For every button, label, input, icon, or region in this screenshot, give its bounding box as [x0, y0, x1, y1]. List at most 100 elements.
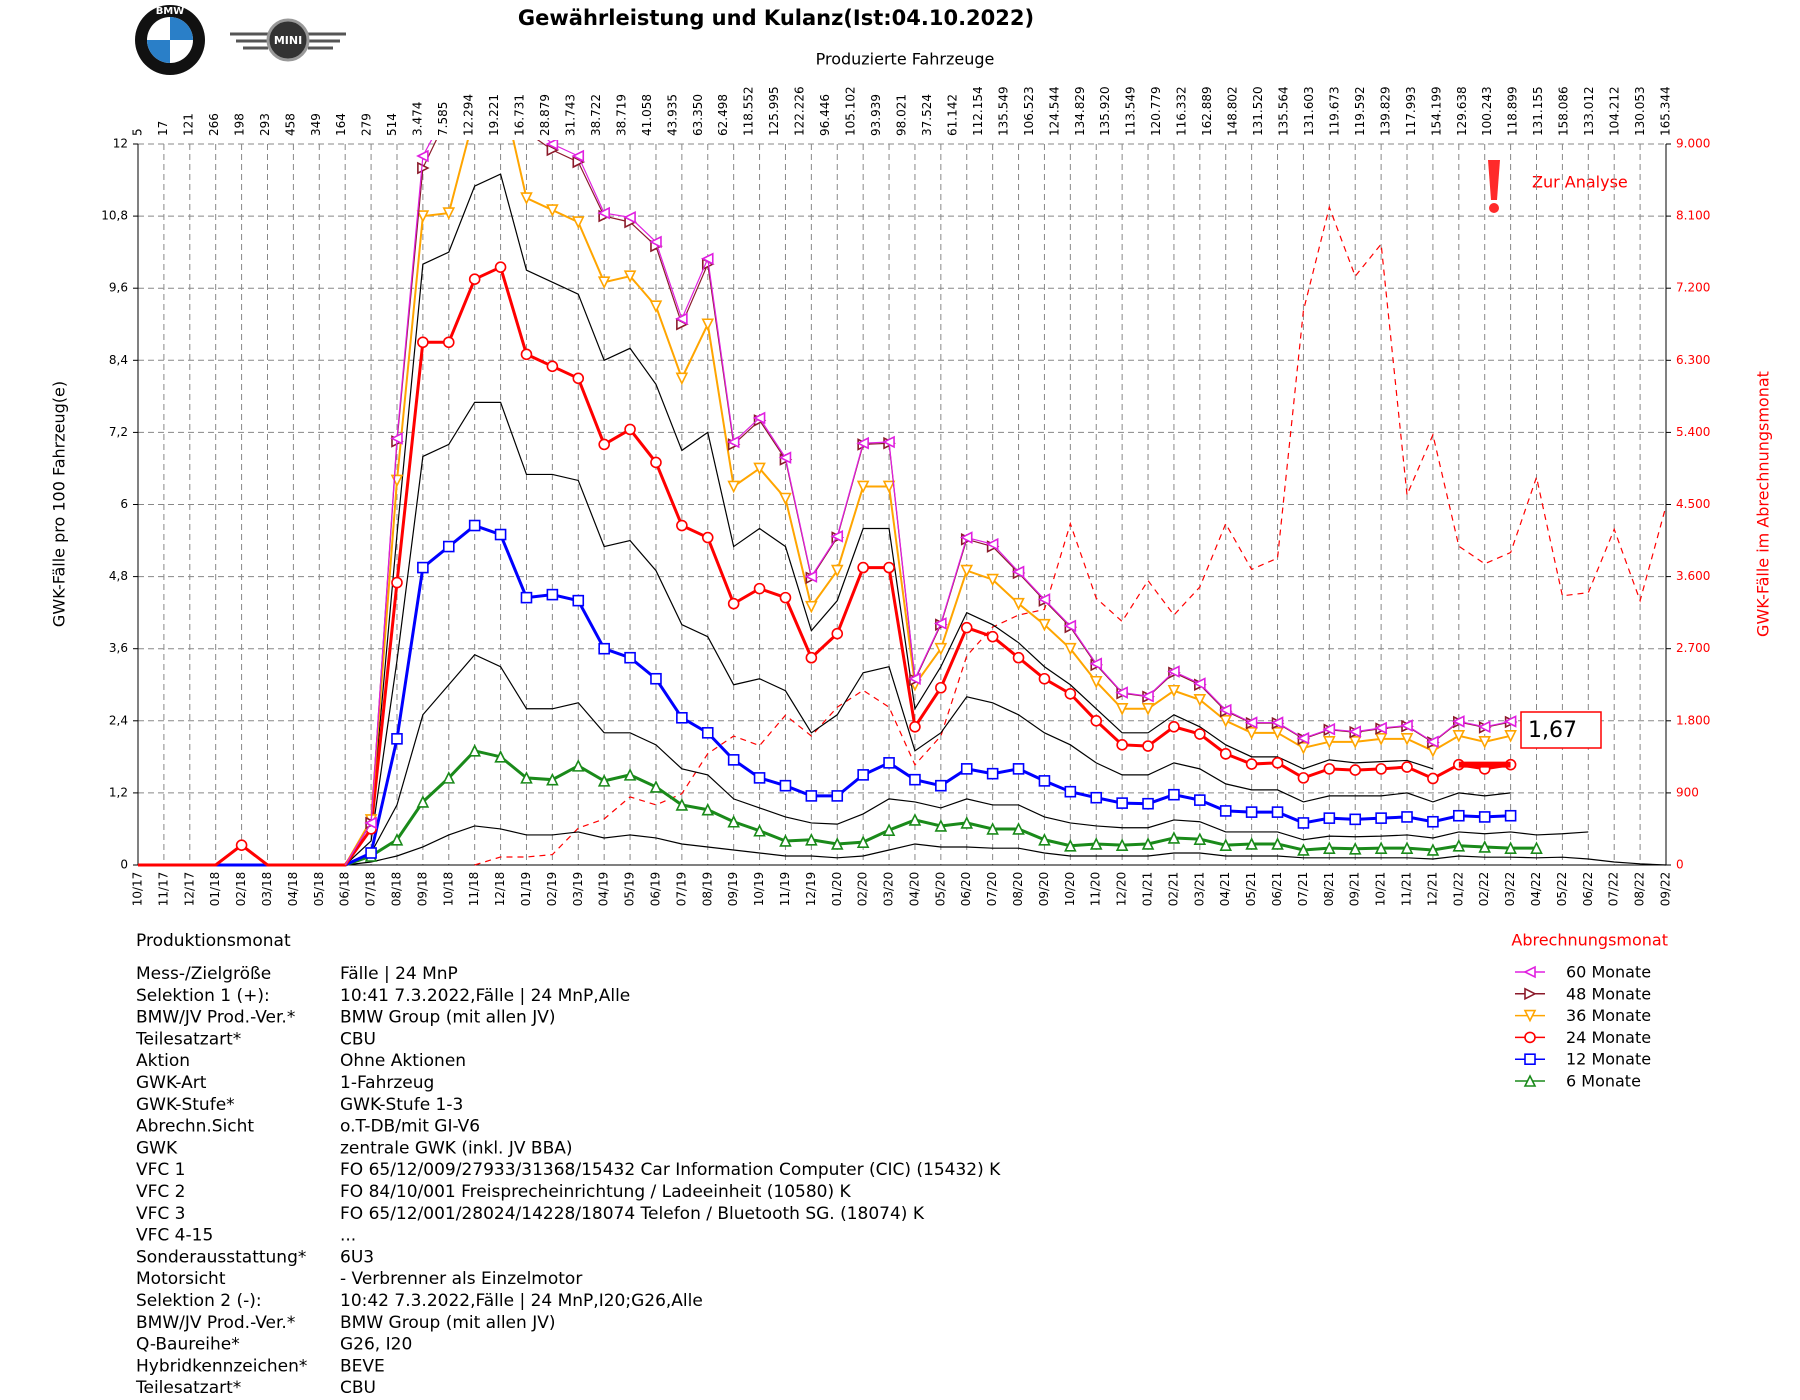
data-point: [650, 672, 662, 685]
alert-icon-dot[interactable]: [1489, 203, 1499, 213]
info-value: CBU: [340, 1378, 376, 1398]
top-axis-label: 129.638: [1455, 86, 1469, 136]
top-axis-label: 7.585: [436, 102, 450, 136]
data-point: [909, 721, 921, 733]
y2-tick-label: 8.100: [1676, 209, 1710, 223]
data-point: [882, 480, 896, 494]
data-point: [597, 774, 611, 787]
data-point: [496, 55, 506, 65]
top-axis-label: 61.142: [945, 94, 959, 136]
top-axis-label: 266: [207, 113, 221, 136]
top-axis-label: 17: [156, 121, 170, 136]
x-tick-label: 08/21: [1322, 872, 1336, 907]
top-axis-label: 117.993: [1404, 86, 1418, 136]
x-tick-label: 09/19: [726, 872, 740, 907]
data-point: [857, 561, 869, 574]
x-tick-label: 02/20: [856, 872, 870, 907]
x-tick-label: 08/18: [389, 872, 403, 907]
data-point: [496, 67, 506, 77]
data-point: [1115, 702, 1129, 716]
analysis-link[interactable]: Zur Analyse: [1488, 160, 1628, 213]
top-axis-label: 349: [309, 113, 323, 136]
top-axis-label: 514: [385, 113, 399, 136]
data-point: [598, 642, 610, 655]
data-point: [857, 769, 869, 781]
info-key: BMW/JV Prod.-Ver.*: [136, 1313, 295, 1333]
data-point: [1297, 817, 1310, 829]
info-key: VFC 1: [136, 1160, 186, 1180]
data-point: [1503, 715, 1517, 728]
data-point: [546, 588, 559, 601]
data-point: [985, 537, 999, 551]
current-value-box: [1520, 711, 1602, 749]
x-tick-label: 07/21: [1296, 872, 1310, 907]
info-value: BMW Group (mit allen JV): [340, 1313, 555, 1333]
data-point: [1218, 703, 1232, 717]
x-tick-label: 09/20: [1037, 872, 1051, 907]
data-point: [571, 216, 585, 229]
x-tick-label: 06/20: [959, 872, 973, 907]
data-point: [934, 819, 948, 832]
data-point: [1271, 837, 1284, 850]
x-tick-label: 06/18: [338, 872, 352, 907]
x-tick-label: 01/19: [519, 872, 533, 907]
data-point: [1427, 772, 1439, 785]
data-point: [468, 273, 481, 285]
analysis-link-text[interactable]: Zur Analyse: [1532, 173, 1628, 192]
data-point: [571, 149, 585, 163]
data-point: [934, 642, 948, 656]
data-point: [960, 621, 973, 634]
data-point: [520, 771, 533, 784]
alert-icon[interactable]: [1488, 160, 1500, 200]
y-tick-label: 3,6: [109, 641, 128, 655]
data-point: [1374, 733, 1388, 746]
x-tick-label: 04/21: [1218, 872, 1232, 907]
data-point: [805, 832, 818, 846]
info-value: FO 65/12/009/27933/31368/15432 Car Infor…: [340, 1160, 1001, 1180]
top-axis-label: 28.879: [538, 94, 552, 136]
data-point: [1478, 840, 1492, 853]
data-point: [1194, 794, 1206, 806]
x-tick-label: 09/21: [1348, 872, 1362, 907]
data-point: [1012, 822, 1025, 835]
data-point: [960, 564, 974, 578]
data-point: [883, 561, 895, 574]
info-value: o.T-DB/mit GI-V6: [340, 1117, 480, 1137]
data-point: [1323, 812, 1336, 824]
top-axis-label: 458: [283, 113, 297, 136]
top-axis-label: 62.498: [716, 94, 730, 136]
maturity-line: [344, 173, 1434, 866]
x-tick-label: 08/19: [700, 872, 714, 907]
info-value: G26, I20: [340, 1335, 412, 1355]
data-point: [1038, 832, 1051, 846]
top-axis-label: 134.829: [1073, 86, 1087, 136]
info-key: Sonderausstattung*: [136, 1247, 306, 1267]
data-point: [235, 839, 248, 851]
data-point: [1477, 720, 1491, 734]
data-point: [1064, 642, 1077, 656]
x-tick-label: 11/18: [467, 872, 481, 907]
data-point: [546, 360, 559, 373]
data-point: [830, 837, 844, 850]
top-axis-label: 124.544: [1047, 86, 1061, 136]
plot-area: [138, 55, 1667, 867]
data-point: [572, 155, 586, 169]
y2-tick-label: 0: [1676, 858, 1684, 872]
data-point: [1167, 684, 1181, 698]
data-point: [494, 261, 507, 273]
x-tick-label: 07/18: [364, 872, 378, 907]
data-point: [391, 576, 403, 589]
maturity-line: [344, 401, 1511, 866]
top-axis-label: 37.524: [920, 94, 934, 136]
legend-label: 6 Monate: [1566, 1072, 1641, 1091]
legend-label: 36 Monate: [1566, 1006, 1651, 1025]
data-point: [546, 204, 559, 217]
top-axis-label: 63.350: [691, 94, 705, 136]
info-key: GWK: [136, 1138, 178, 1158]
data-point: [701, 727, 714, 739]
data-point: [1452, 730, 1466, 743]
top-axis-label: 116.332: [1175, 86, 1189, 136]
y-tick-label: 4,8: [109, 569, 128, 583]
info-value: 1-Fahrzeug: [340, 1073, 434, 1093]
